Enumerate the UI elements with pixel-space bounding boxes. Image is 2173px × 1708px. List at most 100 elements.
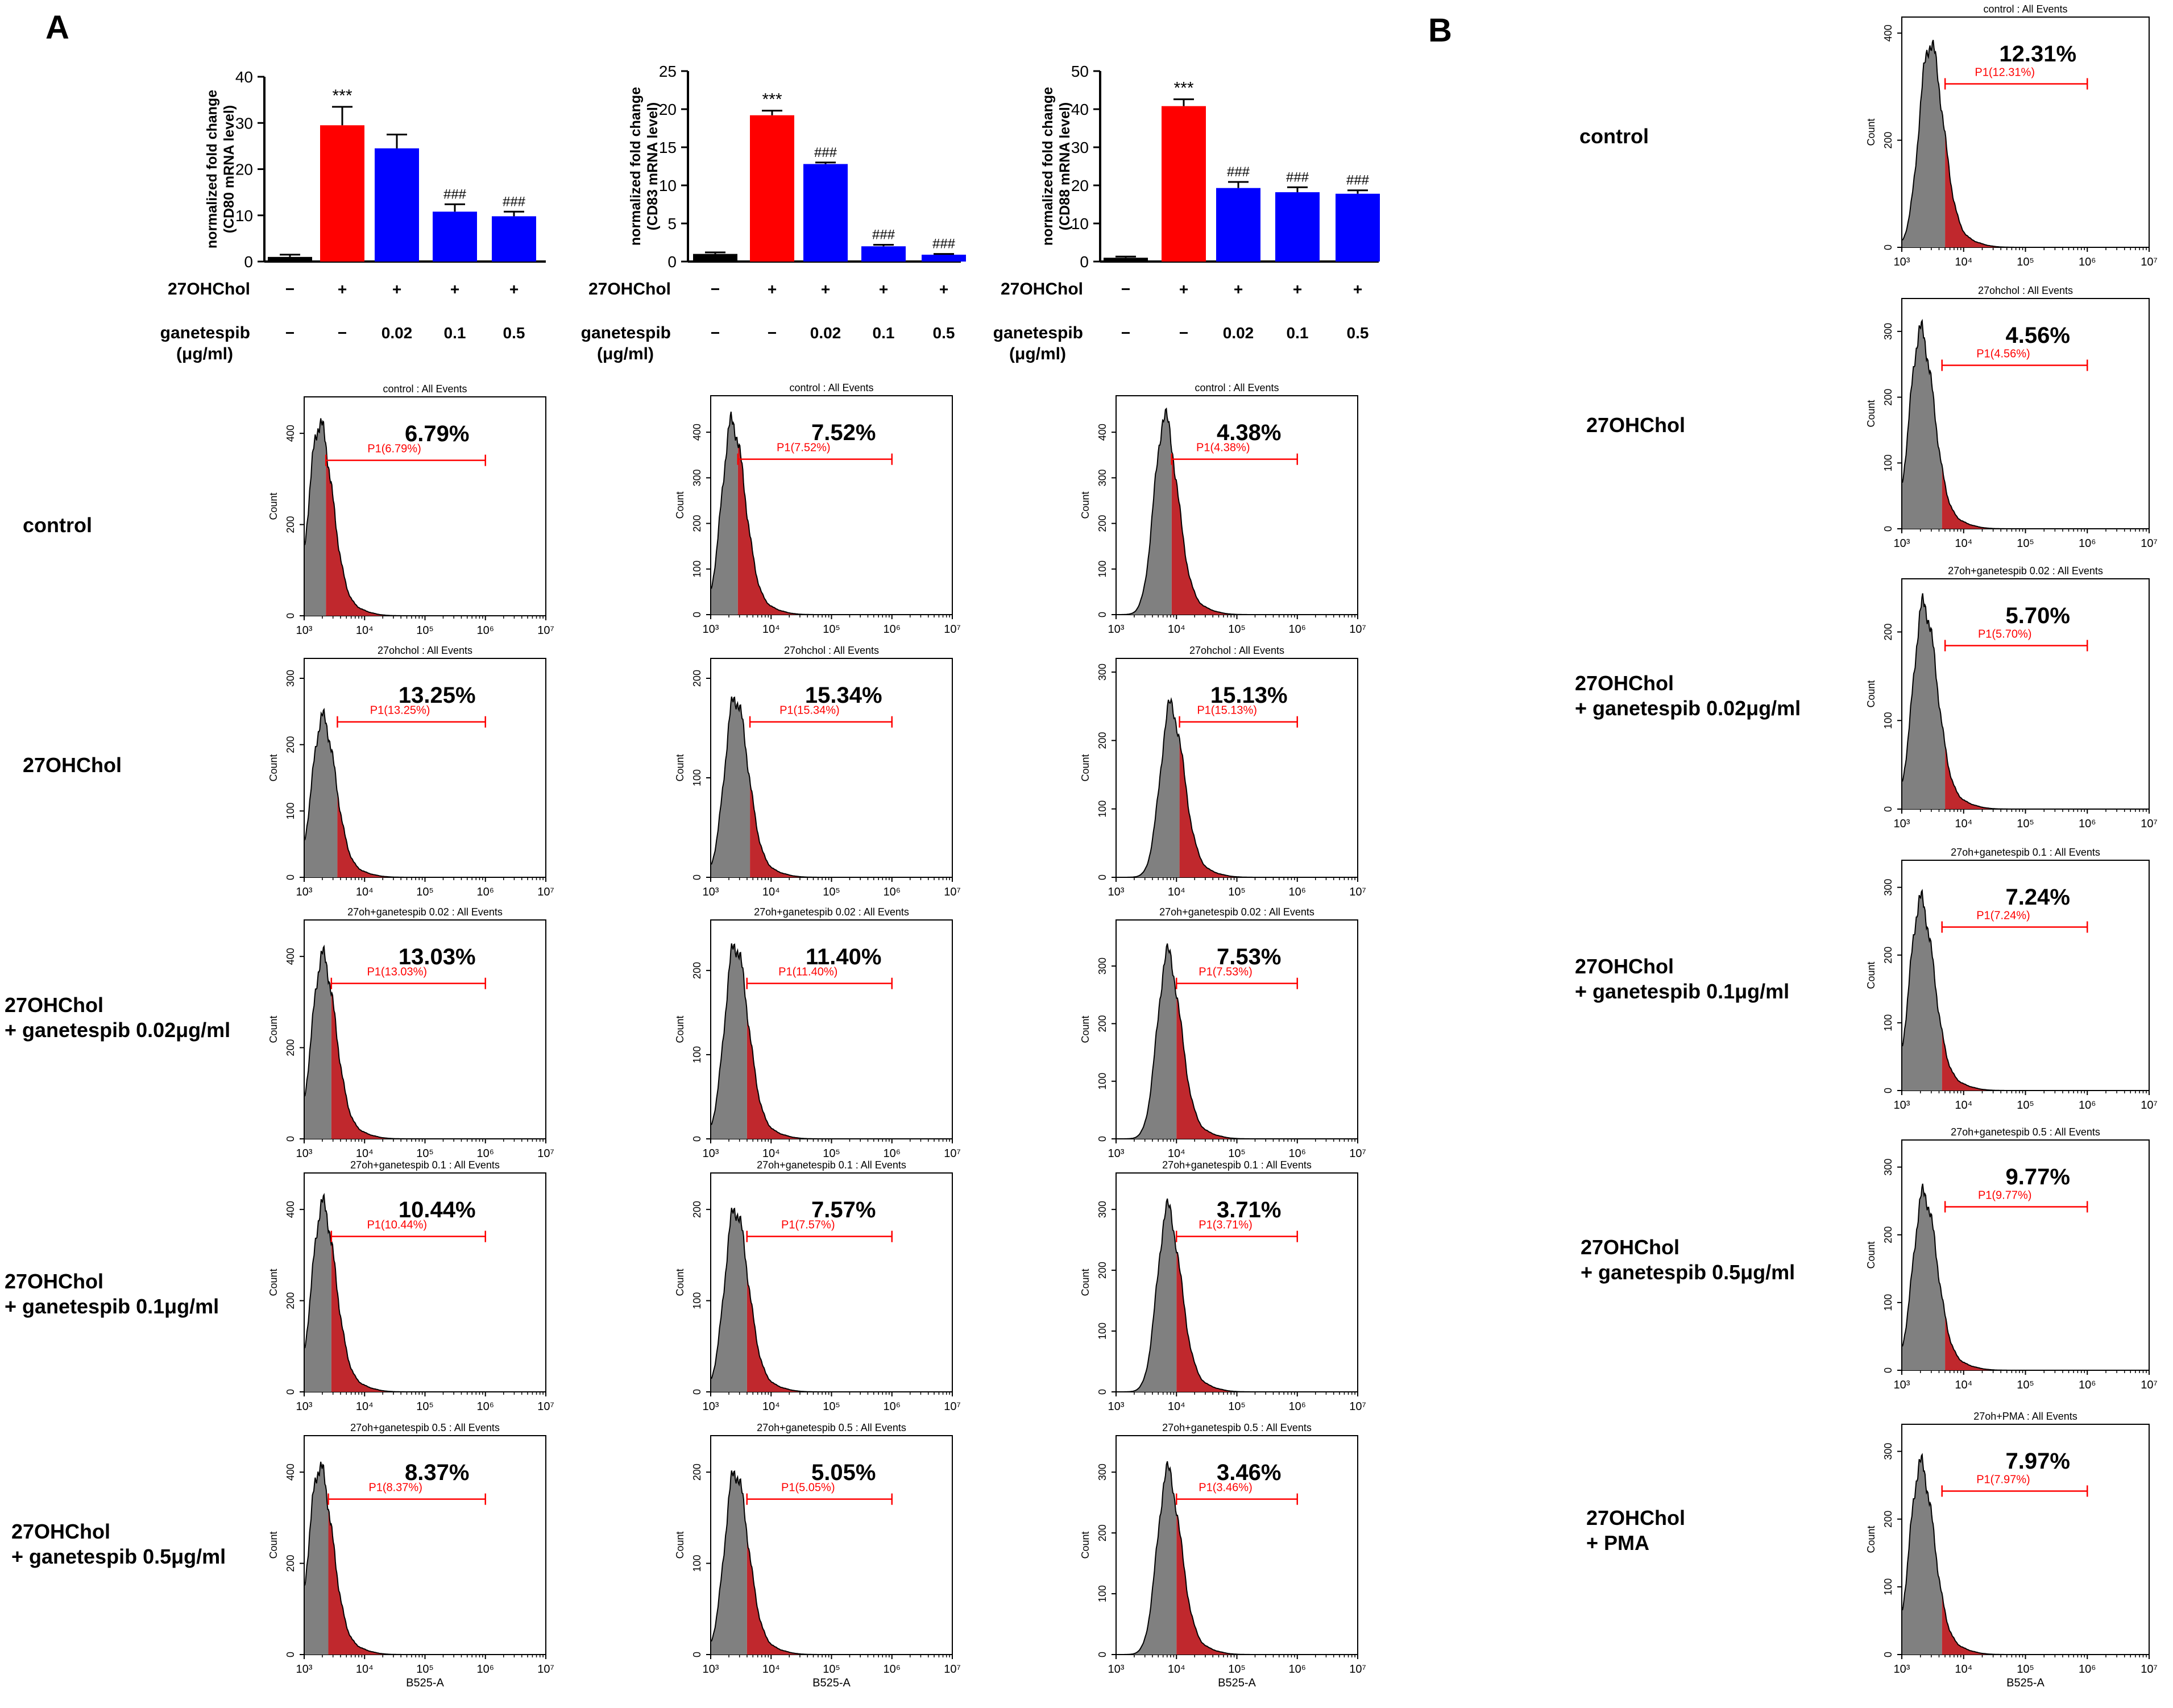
x-tick-label: 10⁵ bbox=[416, 1663, 434, 1676]
row2-value: 0.02 bbox=[1223, 324, 1254, 342]
histogram-outline bbox=[1902, 1453, 2019, 1655]
x-tick-label: 10⁴ bbox=[762, 623, 780, 636]
y-axis-label: Count bbox=[1865, 118, 1877, 146]
y-axis-label: Count bbox=[268, 1015, 279, 1043]
y-axis-label: Count bbox=[1080, 1015, 1091, 1043]
y-axis-label-group: Count bbox=[268, 754, 279, 781]
y-axis-label-group: Count bbox=[674, 754, 686, 781]
row2-value: − bbox=[1121, 324, 1130, 342]
y-tick-label: 100 bbox=[691, 1046, 703, 1063]
y-tick-label: 300 bbox=[1097, 1201, 1108, 1218]
percent-label: 13.03% bbox=[399, 944, 476, 969]
y-tick-label: 0 bbox=[285, 1652, 296, 1657]
y-tick-label: 0 bbox=[691, 874, 703, 880]
gate-label: P1(15.34%) bbox=[779, 704, 840, 717]
row1-value: + bbox=[1234, 280, 1243, 298]
y-axis-label-group: Count bbox=[1080, 1015, 1091, 1043]
y-axis-label: Count bbox=[1865, 680, 1877, 707]
significance-label: *** bbox=[762, 90, 782, 109]
histogram-fill-gated bbox=[750, 785, 832, 877]
bar bbox=[320, 125, 364, 262]
y-tick-label: 300 bbox=[1097, 664, 1108, 681]
histogram-a-c3-r4: 27oh+ganetespib 0.1 : All Events 10³ 10⁴ 10… bbox=[1080, 1159, 1366, 1413]
significance-label: ### bbox=[872, 227, 895, 243]
y-tick-label: 25 bbox=[659, 63, 677, 80]
y-tick-label: 0 bbox=[691, 612, 703, 617]
gate-label: P1(9.77%) bbox=[1978, 1189, 2032, 1201]
y-tick-label-group: 400 bbox=[285, 948, 296, 965]
y-tick-label: 200 bbox=[691, 515, 703, 532]
y-axis-label: Count bbox=[674, 1015, 686, 1043]
y-tick-label: 300 bbox=[1882, 1443, 1894, 1460]
histogram-b-r1: control : All Events 10³ 10⁴ 10⁵ 10⁶ 10⁷ 0 200 4… bbox=[1865, 3, 2158, 268]
histogram-fill-gated bbox=[747, 1541, 832, 1655]
histogram-title: 27oh+ganetespib 0.1 : All Events bbox=[1162, 1159, 1312, 1171]
y-tick-label-group: 400 bbox=[1882, 24, 1894, 42]
histogram-title: 27oh+ganetespib 0.5 : All Events bbox=[1951, 1126, 2100, 1138]
row1-value: − bbox=[1121, 280, 1130, 298]
y-axis-label-line: normalized fold change bbox=[628, 87, 644, 246]
y-tick-label: 200 bbox=[1097, 515, 1108, 532]
percent-label: 3.71% bbox=[1217, 1197, 1281, 1222]
y-axis-label-group: Count bbox=[1865, 1241, 1877, 1268]
row2-value: 0.5 bbox=[503, 324, 525, 342]
histogram-fill-gated bbox=[747, 1018, 832, 1139]
row1-value: + bbox=[768, 280, 777, 298]
x-tick-label: 10⁶ bbox=[2079, 818, 2096, 830]
row2-sublabel: (μg/ml) bbox=[597, 345, 654, 363]
x-tick-label: 10⁵ bbox=[416, 886, 434, 898]
y-tick-label-group: 200 bbox=[285, 1555, 296, 1572]
y-tick-label: 400 bbox=[691, 424, 703, 441]
significance-label: ### bbox=[443, 186, 467, 202]
y-tick-label-group: 200 bbox=[1097, 1262, 1108, 1279]
y-tick-label-group: 200 bbox=[691, 962, 703, 979]
histogram-outline bbox=[1117, 943, 1264, 1139]
y-tick-label: 0 bbox=[691, 1652, 703, 1657]
percent-label: 7.24% bbox=[2006, 885, 2070, 910]
y-axis-label-group: Count bbox=[268, 1268, 279, 1296]
x-tick-label: 10⁷ bbox=[2141, 1099, 2157, 1112]
row1-label: 27OHChol bbox=[588, 280, 671, 299]
x-tick-label: 10³ bbox=[1108, 623, 1125, 636]
histogram-a-c2-r2: 27ohchol : All Events 10³ 10⁴ 10⁵ 10⁶ 10⁷ 0 100… bbox=[674, 645, 961, 898]
y-tick-label: 20 bbox=[1071, 177, 1089, 194]
histogram-fill-gated bbox=[331, 1242, 419, 1392]
histogram-fill-gated bbox=[1942, 1597, 2019, 1655]
x-tick-label: 10⁷ bbox=[537, 1147, 554, 1160]
x-tick-label: 10³ bbox=[1894, 1099, 1910, 1112]
row1-value: − bbox=[711, 280, 720, 298]
x-tick-label: 10⁴ bbox=[762, 1400, 780, 1413]
y-axis-label-group: Count bbox=[1080, 1268, 1091, 1296]
x-tick-label: 10⁴ bbox=[356, 886, 374, 898]
x-tick-label: 10⁷ bbox=[944, 886, 960, 898]
percent-label: 12.31% bbox=[1999, 42, 2076, 67]
y-tick-label: 400 bbox=[1882, 24, 1894, 42]
y-axis-label-group: Count bbox=[674, 1531, 686, 1558]
histogram-fill-ungated bbox=[1902, 321, 1942, 529]
row-label-b-ganetespib-01: 27OHChol + ganetespib 0.1μg/ml bbox=[1575, 955, 1790, 1003]
x-tick-label: 10³ bbox=[703, 886, 719, 898]
y-axis-label-line: normalized fold change bbox=[1040, 87, 1056, 246]
x-tick-label: 10⁴ bbox=[1955, 1099, 1972, 1112]
y-tick-label-group: 100 bbox=[1882, 1578, 1894, 1595]
histogram-outline bbox=[1902, 39, 2029, 248]
row1-value: + bbox=[1293, 280, 1302, 298]
histogram-fill-ungated bbox=[1902, 40, 1946, 248]
histogram-title: 27oh+ganetespib 0.02 : All Events bbox=[754, 906, 909, 918]
y-axis-label: Count bbox=[1080, 1531, 1091, 1558]
y-tick-label-group: 100 bbox=[1097, 1323, 1108, 1340]
y-tick-label: 100 bbox=[691, 769, 703, 786]
x-tick-label: 10⁷ bbox=[944, 623, 960, 636]
gate-label: P1(12.31%) bbox=[1975, 66, 2035, 78]
x-tick-label: 10⁵ bbox=[2017, 256, 2034, 268]
x-tick-label: 10⁴ bbox=[762, 886, 780, 898]
histogram-outline bbox=[304, 418, 416, 616]
x-tick-label: 10³ bbox=[1108, 1663, 1125, 1676]
gate-label: P1(5.70%) bbox=[1978, 628, 2032, 640]
y-tick-label-group: 100 bbox=[691, 561, 703, 578]
y-tick-label: 100 bbox=[691, 1555, 703, 1572]
y-axis-label: normalized fold change (CD88 mRNA level) bbox=[1040, 87, 1073, 246]
histogram-fill-ungated bbox=[305, 946, 331, 1139]
histogram-fill-gated bbox=[1176, 998, 1264, 1139]
y-tick-label-group: 100 bbox=[691, 769, 703, 786]
